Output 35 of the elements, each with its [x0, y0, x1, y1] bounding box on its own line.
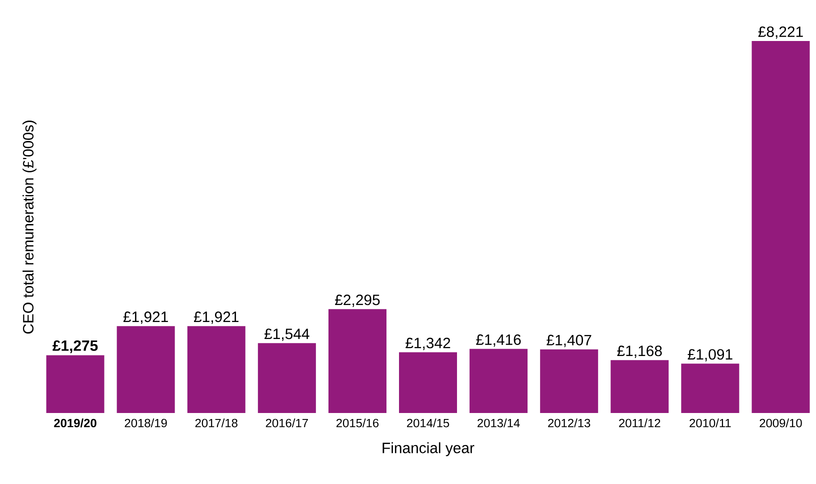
x-tick-label: 2015/16 [336, 418, 379, 428]
x-tick-label: 2010/11 [690, 418, 731, 428]
x-tick-label: 2014/15 [406, 418, 450, 428]
x-axis-title: Financial year [382, 442, 474, 456]
data-label: £1,416 [476, 334, 521, 347]
data-label: £1,168 [617, 346, 662, 358]
y-axis-title: CEO total remuneration (£'000s) [22, 120, 36, 334]
x-tick-label: 2019/20 [54, 418, 96, 428]
bar [328, 309, 386, 413]
data-label: £8,221 [758, 26, 803, 39]
data-label: £2,295 [335, 294, 380, 307]
bar [116, 326, 175, 413]
bar [399, 352, 458, 413]
data-label: £1,921 [194, 312, 238, 324]
data-label: £1,544 [264, 328, 310, 341]
data-label: £1,342 [406, 338, 450, 350]
bar [752, 41, 810, 413]
x-tick-label: 2017/18 [195, 418, 238, 428]
bar [258, 343, 316, 413]
data-label: £1,091 [688, 349, 732, 362]
bar [610, 360, 669, 413]
bar [470, 348, 528, 413]
x-tick-label: 2012/13 [548, 418, 590, 428]
x-tick-label: 2018/19 [124, 418, 167, 428]
x-tick-label: 2013/14 [478, 418, 520, 428]
data-label: £1,275 [52, 340, 98, 354]
bar [540, 349, 598, 413]
bar [46, 355, 104, 413]
data-label: £1,921 [123, 312, 168, 324]
x-tick-label: 2016/17 [266, 418, 308, 428]
x-tick-label: 2009/10 [760, 418, 802, 428]
bar [187, 326, 246, 413]
data-label: £1,407 [546, 334, 592, 348]
bar [681, 364, 740, 413]
x-tick-label: 2011/12 [619, 418, 660, 428]
